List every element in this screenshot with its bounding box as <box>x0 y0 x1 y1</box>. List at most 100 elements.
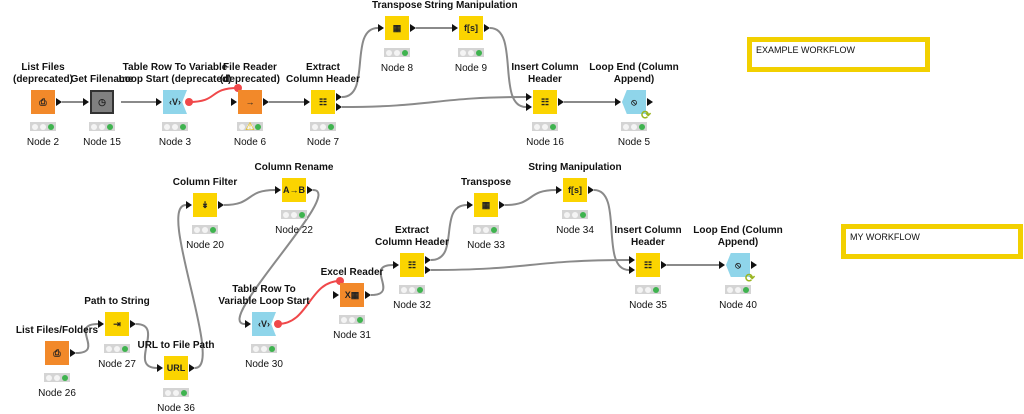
data-connection[interactable] <box>341 96 527 108</box>
input-port[interactable] <box>275 186 281 194</box>
node-label: Node 33 <box>467 240 505 251</box>
input-port[interactable] <box>156 98 162 106</box>
output-port[interactable] <box>130 320 136 328</box>
output-port[interactable] <box>484 24 490 32</box>
input-port[interactable] <box>378 24 384 32</box>
loop-glyph-icon: ‹V› <box>258 319 270 329</box>
node-icon[interactable]: ↡ <box>193 193 217 217</box>
input-port[interactable] <box>83 98 89 106</box>
input-port[interactable] <box>526 93 532 101</box>
input-port[interactable] <box>157 364 163 372</box>
input-port[interactable] <box>98 320 104 328</box>
data-connection[interactable] <box>223 189 276 206</box>
output-port[interactable] <box>588 186 594 194</box>
output-port[interactable] <box>307 186 313 194</box>
status-lights <box>532 122 558 131</box>
input-port[interactable] <box>629 256 635 264</box>
status-lights <box>104 344 130 353</box>
input-port[interactable] <box>186 201 192 209</box>
output-port[interactable] <box>263 98 269 106</box>
data-connection[interactable] <box>489 27 527 108</box>
node-label: Node 9 <box>454 63 488 74</box>
status-lights <box>399 285 425 294</box>
node-title: Table Row To Variable Loop Start (deprec… <box>118 62 232 85</box>
node-title: String Manipulation <box>528 162 622 173</box>
node-icon[interactable]: ☷ <box>636 253 660 277</box>
node-icon[interactable]: X▦ <box>340 283 364 307</box>
node-label: Node 34 <box>556 225 594 236</box>
node-icon[interactable]: f[s] <box>459 16 483 40</box>
manipulator-glyph-icon: ⇥ <box>113 318 121 329</box>
input-port[interactable] <box>526 103 532 111</box>
output-port[interactable] <box>189 364 195 372</box>
data-connection[interactable] <box>75 323 99 354</box>
data-connection[interactable] <box>430 259 630 271</box>
output-port[interactable] <box>218 201 224 209</box>
data-connection[interactable] <box>135 323 158 369</box>
output-port[interactable] <box>56 98 62 106</box>
other-glyph-icon: ◷ <box>98 96 106 107</box>
input-port[interactable] <box>467 201 473 209</box>
status-lights <box>621 122 647 131</box>
node-icon[interactable]: ⦸ <box>622 90 646 114</box>
input-port[interactable] <box>231 98 237 106</box>
node-icon[interactable]: ◷ <box>90 90 114 114</box>
data-connection[interactable] <box>593 189 630 271</box>
node-icon[interactable]: ⇥ <box>105 312 129 336</box>
node-icon[interactable]: ▦ <box>385 16 409 40</box>
output-port[interactable] <box>661 261 667 269</box>
data-connection[interactable] <box>341 27 379 98</box>
output-port[interactable] <box>647 98 653 106</box>
data-connection[interactable] <box>430 204 468 261</box>
node-label: Node 20 <box>186 240 224 251</box>
workflow-annotation[interactable]: EXAMPLE WORKFLOW <box>747 37 930 72</box>
output-port[interactable] <box>425 266 431 274</box>
output-port[interactable] <box>558 98 564 106</box>
data-connection[interactable] <box>370 264 394 296</box>
node-icon[interactable]: → <box>238 90 262 114</box>
status-lights <box>251 344 277 353</box>
node-icon[interactable]: ⎙ <box>45 341 69 365</box>
node-icon[interactable]: A→B <box>282 178 306 202</box>
output-port[interactable] <box>410 24 416 32</box>
output-port[interactable] <box>365 291 371 299</box>
node-label: Node 3 <box>158 137 192 148</box>
output-port[interactable] <box>425 256 431 264</box>
source-glyph-icon: X▦ <box>344 289 360 300</box>
node-label: Node 36 <box>157 403 195 414</box>
input-port[interactable] <box>615 98 621 106</box>
input-port[interactable] <box>333 291 339 299</box>
output-port[interactable] <box>70 349 76 357</box>
input-port[interactable] <box>393 261 399 269</box>
input-port[interactable] <box>556 186 562 194</box>
node-icon[interactable]: ☷ <box>533 90 557 114</box>
input-port[interactable] <box>304 98 310 106</box>
node-icon[interactable]: ▦ <box>474 193 498 217</box>
output-port[interactable] <box>499 201 505 209</box>
node-icon[interactable]: URL <box>164 356 188 380</box>
input-port[interactable] <box>629 266 635 274</box>
data-connection[interactable] <box>504 189 557 206</box>
workflow-annotation[interactable]: MY WORKFLOW <box>841 224 1023 259</box>
node-icon[interactable]: ☷ <box>311 90 335 114</box>
input-port[interactable] <box>245 320 251 328</box>
data-connection[interactable] <box>177 204 204 369</box>
flow-variable-connection[interactable] <box>188 87 239 103</box>
manipulator-glyph-icon: A→B <box>283 185 305 195</box>
node-icon[interactable]: ⎙ <box>31 90 55 114</box>
flow-variable-connection[interactable] <box>277 280 341 325</box>
node-title: Column Filter <box>172 177 238 188</box>
output-port[interactable] <box>336 93 342 101</box>
node-icon[interactable]: ⦸ <box>726 253 750 277</box>
flow-variable-port[interactable] <box>274 320 282 328</box>
input-port[interactable] <box>719 261 725 269</box>
node-icon[interactable]: f[s] <box>563 178 587 202</box>
node-label: Node 30 <box>245 359 283 370</box>
data-connection[interactable] <box>238 189 320 325</box>
node-icon[interactable]: ☷ <box>400 253 424 277</box>
output-port[interactable] <box>751 261 757 269</box>
flow-variable-port[interactable] <box>185 98 193 106</box>
input-port[interactable] <box>452 24 458 32</box>
output-port[interactable] <box>336 103 342 111</box>
